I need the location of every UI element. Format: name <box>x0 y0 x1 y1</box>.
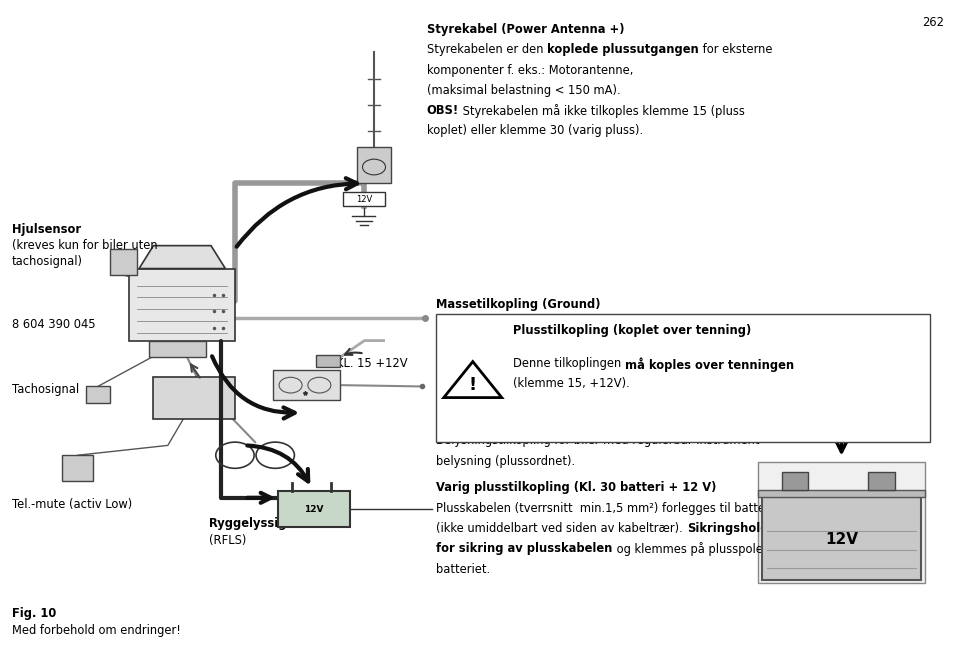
Polygon shape <box>139 246 225 269</box>
Text: Tel.-mute (activ Low): Tel.-mute (activ Low) <box>12 498 131 511</box>
Text: komponenter f. eks.: Motorantenne,: komponenter f. eks.: Motorantenne, <box>427 64 633 77</box>
Text: Belysningstilkopling (Illumination): Belysningstilkopling (Illumination) <box>436 414 661 427</box>
Bar <box>153 377 235 419</box>
Bar <box>316 355 340 367</box>
Text: Hjulsensor: Hjulsensor <box>12 223 81 236</box>
Bar <box>343 192 385 206</box>
Text: Denne tilkoplingen: Denne tilkoplingen <box>513 357 625 370</box>
Text: skrue, karosseriblikk) og skrus fast.: skrue, karosseriblikk) og skrus fast. <box>436 379 641 392</box>
Text: 262: 262 <box>923 16 945 29</box>
Text: og klemmes på plusspolen til: og klemmes på plusspolen til <box>613 542 784 556</box>
Text: Belysningstilkopling for biler med regulerbar instrument-: Belysningstilkopling for biler med regul… <box>436 434 764 447</box>
Text: Varig plusstilkopling (Kl. 30 batteri + 12 V): Varig plusstilkopling (Kl. 30 batteri + … <box>436 481 716 495</box>
Bar <box>62 455 93 481</box>
Text: batteriet.: batteriet. <box>436 563 490 576</box>
Text: Fig. 10: Fig. 10 <box>12 607 56 620</box>
Bar <box>129 269 235 341</box>
Text: for eksterne: for eksterne <box>698 43 772 56</box>
Text: 12V: 12V <box>356 195 372 204</box>
Bar <box>149 341 206 357</box>
Bar <box>758 462 925 583</box>
Text: Massetilkopling (Ground): Massetilkopling (Ground) <box>436 298 601 311</box>
Text: belysning (plussordnet).: belysning (plussordnet). <box>436 455 575 468</box>
Bar <box>110 249 137 275</box>
Text: Styrekabelen må ikke tilkoples klemme 15 (pluss: Styrekabelen må ikke tilkoples klemme 15… <box>459 104 745 118</box>
Text: Massekabel forlegges til et egnet  massepunkt (karosseri-: Massekabel forlegges til et egnet massep… <box>436 359 770 372</box>
Text: Plusskabelen (tverrsnitt  min.1,5 mm²) forlegges til batteriet: Plusskabelen (tverrsnitt min.1,5 mm²) fo… <box>436 502 785 515</box>
Text: OBS!: OBS! <box>427 104 459 117</box>
Bar <box>86 386 110 403</box>
Text: Tachosignal: Tachosignal <box>12 383 79 396</box>
Text: 8 604 390 045: 8 604 390 045 <box>12 318 95 331</box>
Text: (maksimal belastning < 150 mA).: (maksimal belastning < 150 mA). <box>427 84 620 97</box>
FancyBboxPatch shape <box>436 314 930 442</box>
Text: (ikke umiddelbart ved siden av kabeltrær).: (ikke umiddelbart ved siden av kabeltrær… <box>436 522 687 535</box>
Text: må koples over tenningen: må koples over tenningen <box>625 357 794 371</box>
Text: (klemme 15, +12V).: (klemme 15, +12V). <box>513 377 630 390</box>
Text: klemmes på: klemmes på <box>706 318 780 332</box>
Bar <box>782 472 808 490</box>
Text: minuspolen til batteriet.: minuspolen til batteriet. <box>436 339 575 352</box>
Text: 12V: 12V <box>825 532 858 547</box>
Bar <box>278 491 350 527</box>
Text: koplede plussutgangen: koplede plussutgangen <box>547 43 698 56</box>
Text: Plusstilkopling (koplet over tenning): Plusstilkopling (koplet over tenning) <box>513 324 751 337</box>
Text: tachosignal): tachosignal) <box>12 255 82 269</box>
Bar <box>868 472 895 490</box>
Text: (kreves kun for biler uten: (kreves kun for biler uten <box>12 239 157 252</box>
Text: ikke: ikke <box>679 318 706 331</box>
Bar <box>273 370 340 400</box>
Text: !: ! <box>469 376 477 394</box>
Text: KL. 15 +12V: KL. 15 +12V <box>336 357 408 370</box>
Text: for sikring av plusskabelen: for sikring av plusskabelen <box>436 542 613 555</box>
Text: 12V: 12V <box>304 505 324 514</box>
Text: Ryggelyssignal: Ryggelyssignal <box>209 517 307 531</box>
Text: Styrekabel (Power Antenna +): Styrekabel (Power Antenna +) <box>427 23 624 36</box>
Bar <box>762 497 921 580</box>
Text: koplet) eller klemme 30 (varig pluss).: koplet) eller klemme 30 (varig pluss). <box>427 124 643 138</box>
Bar <box>357 147 391 183</box>
Text: Med forbehold om endringer!: Med forbehold om endringer! <box>12 624 180 637</box>
Bar <box>758 490 925 497</box>
Text: (RFLS): (RFLS) <box>209 534 246 547</box>
Text: Massekabel (min. tverrsnitt 1,5 mm2) må: Massekabel (min. tverrsnitt 1,5 mm2) må <box>436 318 679 331</box>
Text: Styrekabelen er den: Styrekabelen er den <box>427 43 547 56</box>
Text: Sikringsholderen: Sikringsholderen <box>687 522 798 535</box>
